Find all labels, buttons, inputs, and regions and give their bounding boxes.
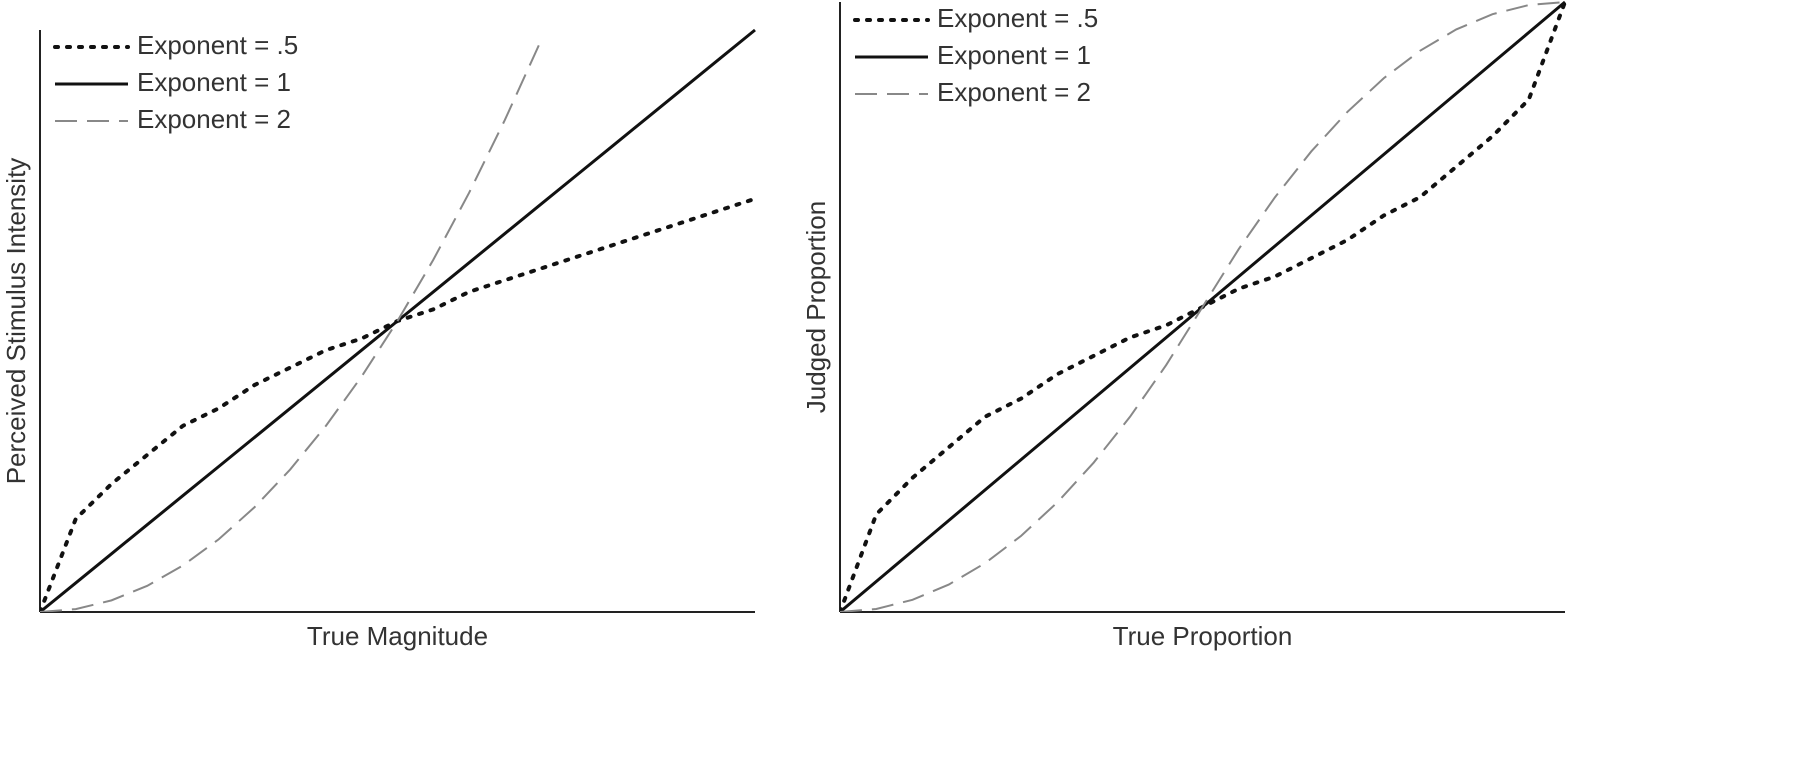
legend-label: Exponent = 1 — [137, 67, 291, 97]
legend-label: Exponent = 2 — [937, 77, 1091, 107]
series-line — [840, 1, 1566, 612]
series-line — [40, 41, 542, 612]
x-axis-label: True Magnitude — [307, 621, 488, 651]
series-line — [40, 196, 757, 612]
y-axis-label: Judged Proportion — [801, 201, 831, 413]
legend-label: Exponent = .5 — [937, 3, 1098, 33]
y-axis-label: Perceived Stimulus Intensity — [1, 158, 31, 485]
x-axis-label: True Proportion — [1113, 621, 1293, 651]
legend-label: Exponent = 2 — [137, 104, 291, 134]
legend-label: Exponent = 1 — [937, 40, 1091, 70]
legend-label: Exponent = .5 — [137, 30, 298, 60]
